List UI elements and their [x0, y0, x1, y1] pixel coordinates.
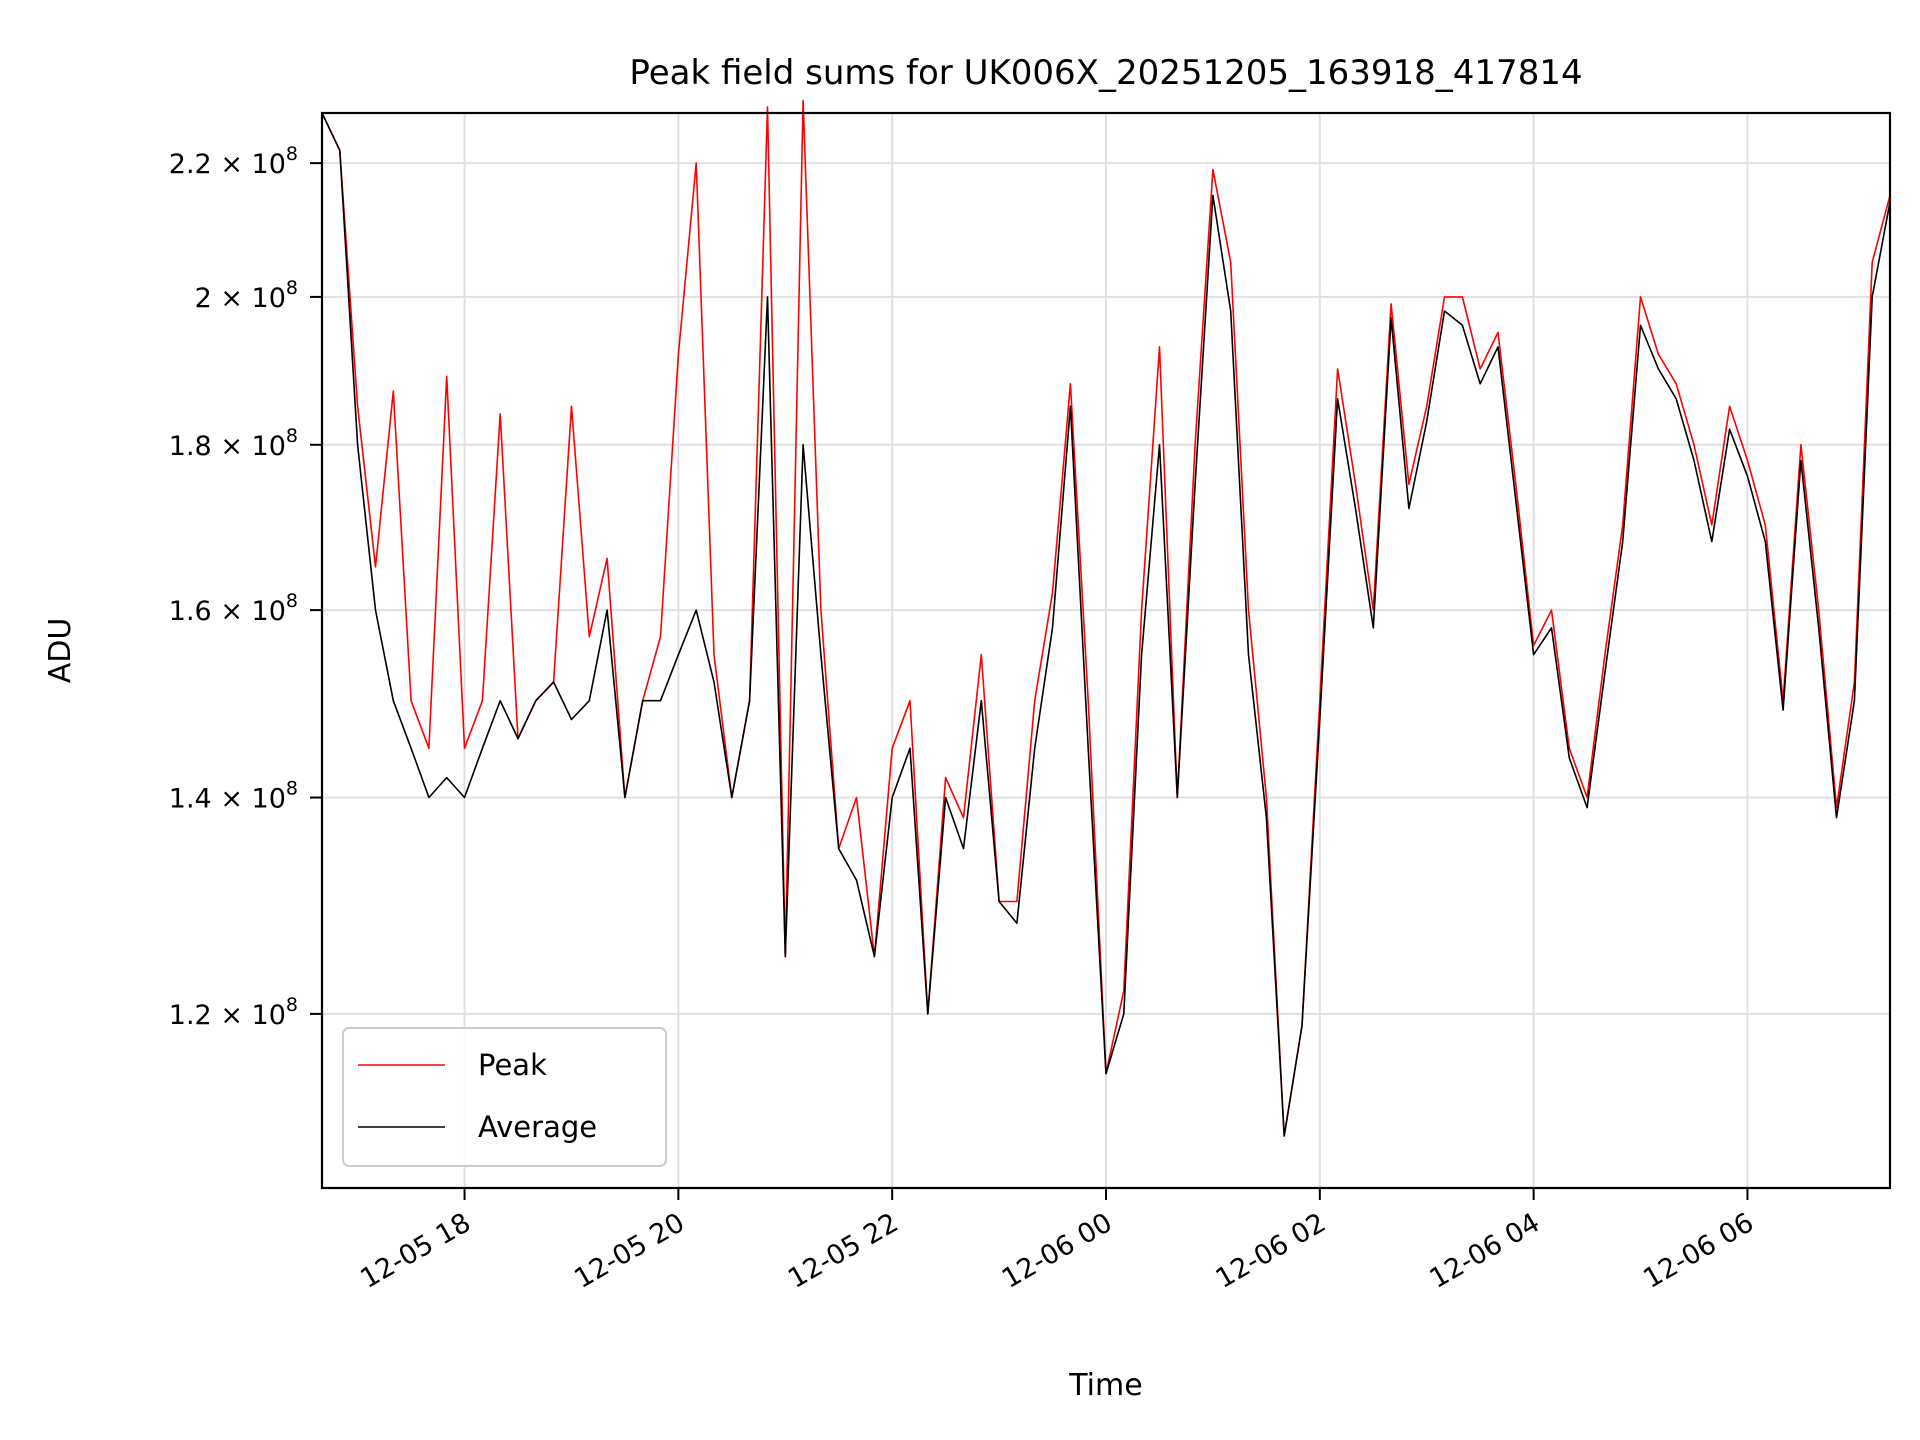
y-tick-label: 1.6 × 108: [169, 590, 298, 627]
legend-peak-label: Peak: [478, 1048, 547, 1082]
legend: Peak Average: [342, 1027, 667, 1167]
y-axis-label: ADU: [43, 618, 78, 684]
chart-title: Peak field sums for UK006X_20251205_1639…: [629, 53, 1582, 93]
x-axis-label: Time: [1068, 1368, 1142, 1403]
series-line-average: [321, 112, 1891, 1137]
y-tick-label: 2.2 × 108: [169, 143, 298, 180]
y-tick-label: 1.8 × 108: [169, 425, 298, 462]
y-axis-ticks: 1.2 × 108 1.4 × 108 1.6 × 108 1.8 × 108 2 × …: [169, 143, 322, 1031]
legend-average-label: Average: [478, 1110, 597, 1144]
y-tick-label: 1.4 × 108: [169, 778, 298, 815]
legend-box: [342, 1027, 667, 1167]
series-lines: [321, 99, 1891, 1137]
y-tick-label: 1.2 × 108: [169, 994, 298, 1031]
y-tick-label: 2 × 108: [195, 277, 298, 314]
